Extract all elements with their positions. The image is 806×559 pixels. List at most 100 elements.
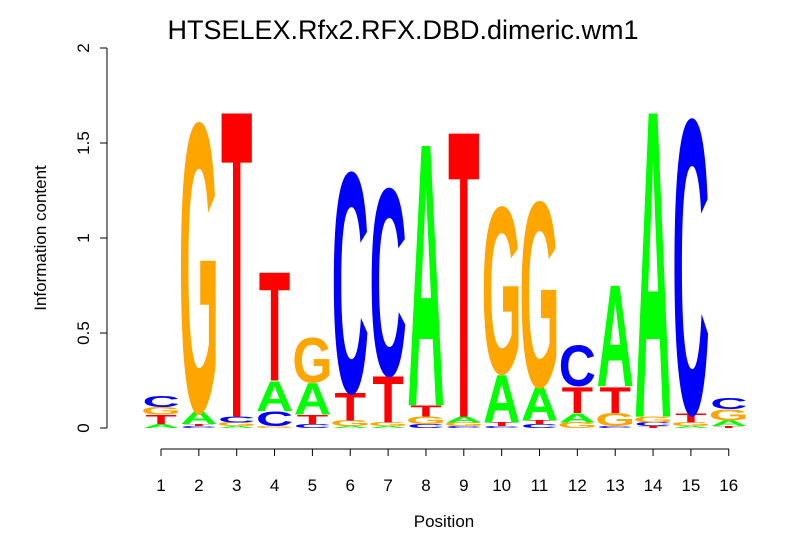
logo-letter-t: T xyxy=(145,412,176,427)
logo-letter-g: G xyxy=(444,421,484,427)
logo-letter-c: C xyxy=(521,423,558,429)
y-tick-label: 2 xyxy=(74,43,93,52)
logo-letter-t: T xyxy=(713,426,744,429)
logo-letter-a: A xyxy=(370,426,407,429)
logo-letter-g: G xyxy=(482,157,522,424)
x-tick-label: 14 xyxy=(644,476,663,495)
logo-letter-g: G xyxy=(368,421,408,427)
x-tick-label: 10 xyxy=(492,476,511,495)
logo-letter-a: A xyxy=(445,415,482,424)
logo-letter-c: C xyxy=(256,407,293,431)
logo-letter-a: A xyxy=(256,372,293,420)
logo-letter-a: A xyxy=(407,65,444,485)
logo-letter-c: C xyxy=(142,393,179,411)
logo-letter-c: C xyxy=(218,415,255,424)
logo-letter-t: T xyxy=(259,239,290,414)
logo-letter-c: C xyxy=(294,423,331,429)
logo-letter-c: C xyxy=(332,106,369,459)
logo-letter-t: T xyxy=(372,362,403,437)
logo-letter-t: T xyxy=(524,419,555,425)
x-tick-label: 5 xyxy=(308,476,317,495)
logo-letter-g: G xyxy=(217,421,257,427)
x-axis-label: Position xyxy=(414,512,474,531)
logo-letter-c: C xyxy=(559,333,596,399)
x-tick-label: 9 xyxy=(459,476,468,495)
logo-letter-g: G xyxy=(671,421,711,427)
logo-letter-t: T xyxy=(335,384,366,429)
logo-letter-g: G xyxy=(141,405,181,417)
y-axis-label: Information content xyxy=(31,165,50,311)
logo-letter-t: T xyxy=(448,46,479,505)
x-tick-label: 4 xyxy=(270,476,279,495)
y-tick-label: 0 xyxy=(74,423,93,432)
logo-letter-t: T xyxy=(221,19,252,511)
logo-letter-g: G xyxy=(520,146,560,443)
logo-letter-c: C xyxy=(370,132,407,432)
logo-letter-g: G xyxy=(709,407,749,425)
logo-letter-t: T xyxy=(486,421,517,427)
x-tick-label: 16 xyxy=(719,476,738,495)
x-tick-label: 2 xyxy=(194,476,203,495)
logo-letter-c: C xyxy=(407,423,444,429)
logo-letter-g: G xyxy=(406,414,446,426)
logo-letter-t: T xyxy=(675,410,706,425)
x-tick-label: 12 xyxy=(568,476,587,495)
logo-letter-a: A xyxy=(710,419,747,428)
logo-letter-c: C xyxy=(445,426,482,429)
logo-letter-t: T xyxy=(637,426,668,429)
y-tick-label: 0.5 xyxy=(74,321,93,345)
logo-letter-g: G xyxy=(633,415,673,424)
logo-letter-g: G xyxy=(330,419,370,428)
logo-letter-c: C xyxy=(483,426,520,429)
y-tick-label: 1.5 xyxy=(74,131,93,155)
logo-letter-a: A xyxy=(634,19,671,511)
logo-letter-g: G xyxy=(292,326,332,396)
logo-letter-a: A xyxy=(180,408,217,429)
y-axis-ticks: 0 0.5 1 1.5 2 xyxy=(74,43,107,433)
logo-letter-t: T xyxy=(600,379,631,421)
logo-letter-a: A xyxy=(294,375,331,425)
logo-letter-a: A xyxy=(597,255,634,418)
x-tick-label: 15 xyxy=(681,476,700,495)
logo-letter-a: A xyxy=(483,360,520,437)
logo-letter-t: T xyxy=(183,424,214,427)
logo-letter-t: T xyxy=(297,412,328,427)
logo-letter-g: G xyxy=(557,421,597,430)
x-tick-label: 7 xyxy=(383,476,392,495)
x-axis: 1 2 3 4 5 6 7 8 9 10 11 12 13 14 15 16 xyxy=(156,448,738,495)
x-tick-label: 3 xyxy=(232,476,241,495)
logo-letter-a: A xyxy=(521,377,558,431)
x-tick-label: 11 xyxy=(531,476,549,495)
logo-letter-a: A xyxy=(672,426,709,429)
chart-title: HTSELEX.Rfx2.RFX.DBD.dimeric.wm1 xyxy=(167,15,638,45)
logo-letter-c: C xyxy=(710,395,747,413)
y-axis: 0 0.5 1 1.5 2 xyxy=(74,43,108,433)
logo-letter-a: A xyxy=(218,426,255,429)
logo-letter-g: G xyxy=(179,36,219,499)
x-tick-label: 1 xyxy=(156,476,165,495)
logo-letter-c: C xyxy=(672,31,709,503)
x-tick-label: 8 xyxy=(421,476,430,495)
logo-letter-a: A xyxy=(332,426,369,429)
logo-letter-t: T xyxy=(562,379,593,421)
x-axis-ticks: 1 2 3 4 5 6 7 8 9 10 11 12 13 14 15 16 xyxy=(156,449,738,495)
y-tick-label: 1 xyxy=(74,233,93,242)
